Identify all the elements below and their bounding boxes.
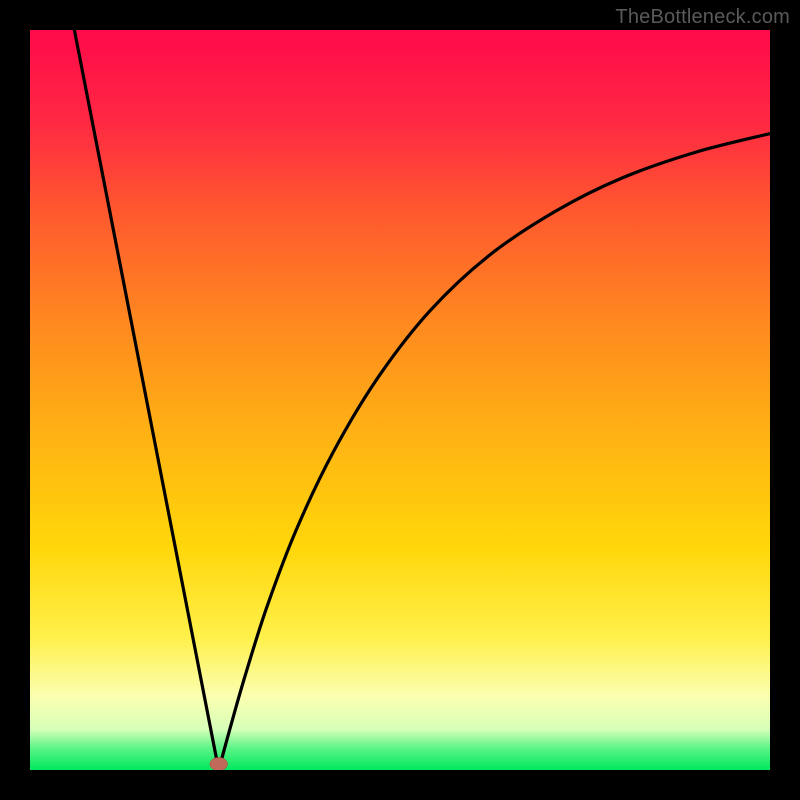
watermark-text: TheBottleneck.com	[615, 6, 790, 29]
bottleneck-curve-chart	[30, 30, 770, 770]
vertex-marker	[210, 757, 228, 770]
gradient-background	[30, 30, 770, 770]
chart-container: TheBottleneck.com	[0, 0, 800, 800]
plot-area	[30, 30, 770, 770]
